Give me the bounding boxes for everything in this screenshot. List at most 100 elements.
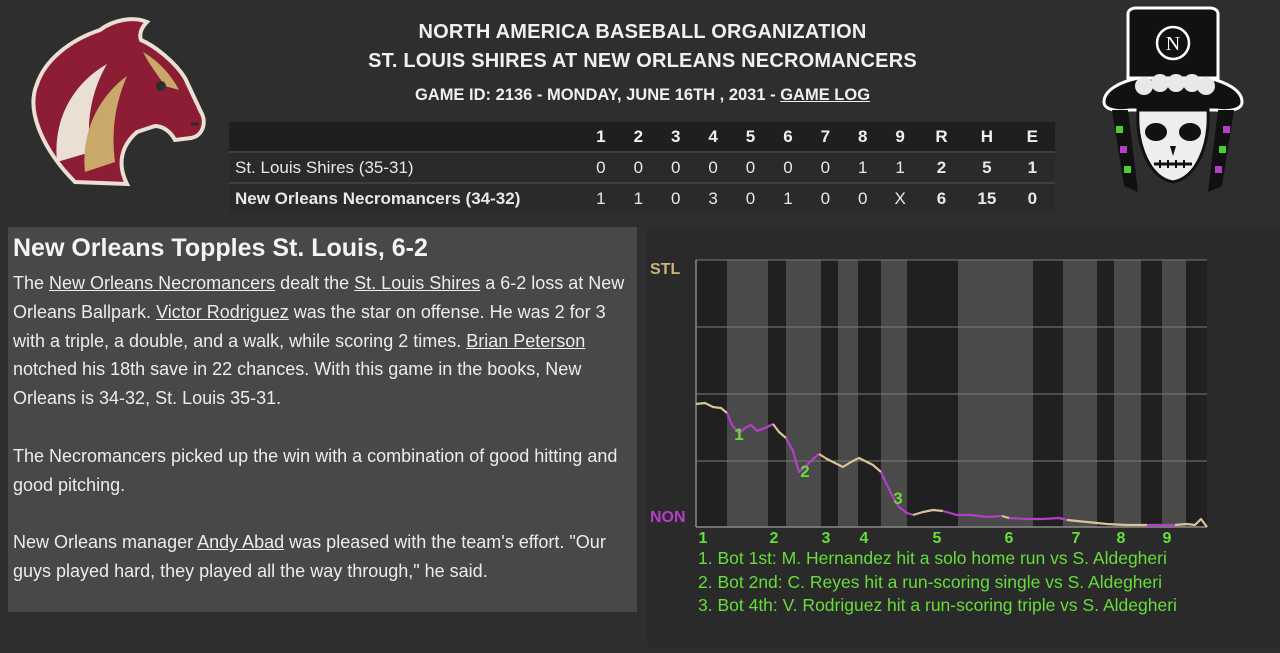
axis-label-home: NON	[650, 509, 686, 526]
inning-score: 1	[858, 157, 868, 177]
story-text: dealt the	[275, 273, 355, 293]
story-paragraph: The New Orleans Necromancers dealt the S…	[13, 269, 632, 413]
inning-score: 1	[596, 188, 606, 208]
story-text: was pleased with the team's effort. "Our…	[13, 532, 606, 581]
win-probability-line	[772, 423, 787, 439]
inning-score: 0	[820, 157, 831, 177]
event-marker: 3	[893, 489, 902, 508]
inning-header: 6	[783, 126, 793, 146]
home-hits: 15	[977, 188, 997, 208]
player-link-victor-rodriguez[interactable]: Victor Rodriguez	[156, 301, 289, 322]
key-play: 2. Bot 2nd: C. Reyes hit a run-scoring s…	[698, 571, 1162, 592]
story-text: The	[13, 273, 50, 293]
inning-header: 7	[820, 126, 831, 146]
home-team-name[interactable]: New Orleans Necromancers (34-32)	[235, 188, 521, 208]
inning-score: 0	[820, 188, 831, 208]
inning-score: 1	[895, 157, 905, 177]
linescore-table: 1 2 3 4 5 6 7 8 9 R H E St. Louis Shires…	[229, 122, 1055, 213]
win-probability-panel: STL NON 1 2 3 4 5 6 7 8 9 1 2 3 1. Bot 1st: M. Hernan…	[647, 227, 1280, 647]
organization-title: NORTH AMERICA BASEBALL ORGANIZATION	[418, 21, 867, 43]
key-play: 1. Bot 1st: M. Hernandez hit a solo home…	[698, 548, 1167, 568]
inning-label: 9	[1163, 530, 1172, 547]
inning-score: 0	[783, 157, 793, 177]
st-louis-shires-logo	[31, 17, 206, 187]
away-errors: 1	[1027, 157, 1038, 177]
inning-score: 0	[670, 157, 681, 177]
inning-score: 3	[708, 188, 718, 208]
event-marker: 2	[800, 462, 809, 481]
story-text: a 6-2 loss at New Orleans Ballpark.	[13, 273, 625, 322]
win-probability-line	[818, 453, 882, 473]
inning-score: 0	[670, 188, 681, 208]
axis-label-away: STL	[650, 261, 680, 278]
win-probability-line	[785, 437, 820, 474]
team-column-header	[229, 122, 582, 152]
story-text: New Orleans manager	[13, 532, 198, 553]
inning-header: 5	[745, 126, 756, 146]
win-probability-line	[1008, 516, 1068, 522]
game-header: NORTH AMERICA BASEBALL ORGANIZATION ST. …	[230, 18, 1055, 105]
matchup-title: ST. LOUIS SHIRES AT NEW ORLEANS NECROMAN…	[368, 50, 917, 72]
inning-header: 4	[708, 126, 718, 146]
game-story-panel: New Orleans Topples St. Louis, 6-2 The N…	[8, 227, 637, 612]
story-text: notched his 18th save in 22 chances. Wit…	[13, 359, 582, 409]
inning-score: 0	[745, 188, 756, 208]
inning-score: X	[894, 188, 906, 208]
home-runs: 6	[936, 188, 947, 208]
story-headline: New Orleans Topples St. Louis, 6-2	[13, 234, 428, 262]
game-log-link[interactable]: GAME LOG	[780, 86, 871, 104]
home-team-link[interactable]: New Orleans Necromancers	[49, 273, 276, 293]
inning-label: 3	[822, 530, 831, 547]
inning-label: 7	[1072, 530, 1081, 547]
manager-link-andy-abad[interactable]: Andy Abad	[197, 532, 285, 553]
win-probability-line	[942, 509, 1003, 519]
story-paragraph: New Orleans manager Andy Abad was please…	[13, 528, 632, 586]
home-errors: 0	[1027, 188, 1038, 208]
inning-score: 0	[708, 157, 718, 177]
inning-score: 1	[633, 188, 644, 208]
win-probability-line	[695, 401, 728, 414]
inning-score: 0	[596, 157, 606, 177]
win-probability-graph: STL NON 1 2 3 4 5 6 7 8 9 1 2 3	[650, 259, 1208, 547]
new-orleans-necromancers-logo: N	[1102, 6, 1244, 192]
win-probability-line	[1174, 517, 1208, 528]
inning-score: 1	[783, 188, 793, 208]
inning-header: 2	[633, 126, 644, 146]
inning-header: 9	[895, 126, 905, 146]
away-team-row: St. Louis Shires (35-31) 0 0 0 0 0 0 0 1…	[229, 152, 1055, 183]
win-probability-line	[912, 508, 944, 517]
inning-label: 4	[860, 530, 869, 547]
win-probability-line	[880, 471, 914, 517]
player-link-brian-peterson[interactable]: Brian Peterson	[466, 330, 586, 351]
story-text: was the star on offense. He was 2 for 3 …	[13, 301, 606, 351]
win-probability-line	[1066, 518, 1147, 527]
inning-score: 0	[633, 157, 644, 177]
inning-header: 3	[670, 126, 681, 146]
home-team-row: New Orleans Necromancers (34-32) 1 1 0 3…	[229, 183, 1055, 213]
away-team-link[interactable]: St. Louis Shires	[354, 273, 481, 293]
key-plays-legend: 1. Bot 1st: M. Hernandez hit a solo home…	[698, 547, 1177, 618]
inning-label: 2	[770, 530, 779, 547]
away-runs: 2	[936, 157, 947, 177]
inning-label: 5	[933, 530, 942, 547]
story-paragraph: The Necromancers picked up the win with …	[13, 445, 618, 495]
hits-header: H	[980, 126, 994, 146]
runs-header: R	[935, 126, 948, 146]
game-id-date: GAME ID: 2136 - MONDAY, JUNE 16TH , 2031…	[414, 86, 781, 104]
inning-score: 0	[858, 188, 868, 208]
linescore-header-row: 1 2 3 4 5 6 7 8 9 R H E	[229, 122, 1055, 152]
win-probability-line	[1001, 514, 1010, 520]
away-team-name[interactable]: St. Louis Shires (35-31)	[235, 157, 414, 177]
inning-label: 8	[1117, 530, 1126, 547]
game-info: GAME ID: 2136 - MONDAY, JUNE 16TH , 2031…	[230, 86, 1055, 105]
away-hits: 5	[982, 157, 992, 177]
key-play: 3. Bot 4th: V. Rodriguez hit a run-scori…	[698, 595, 1177, 615]
hat-monogram: N	[1166, 33, 1180, 55]
win-probability-line	[725, 412, 774, 435]
errors-header: E	[1026, 126, 1038, 146]
event-marker: 1	[734, 425, 743, 444]
inning-score: 0	[745, 157, 756, 177]
inning-label: 1	[699, 530, 708, 547]
inning-label: 6	[1005, 530, 1014, 547]
inning-header: 8	[858, 126, 868, 146]
